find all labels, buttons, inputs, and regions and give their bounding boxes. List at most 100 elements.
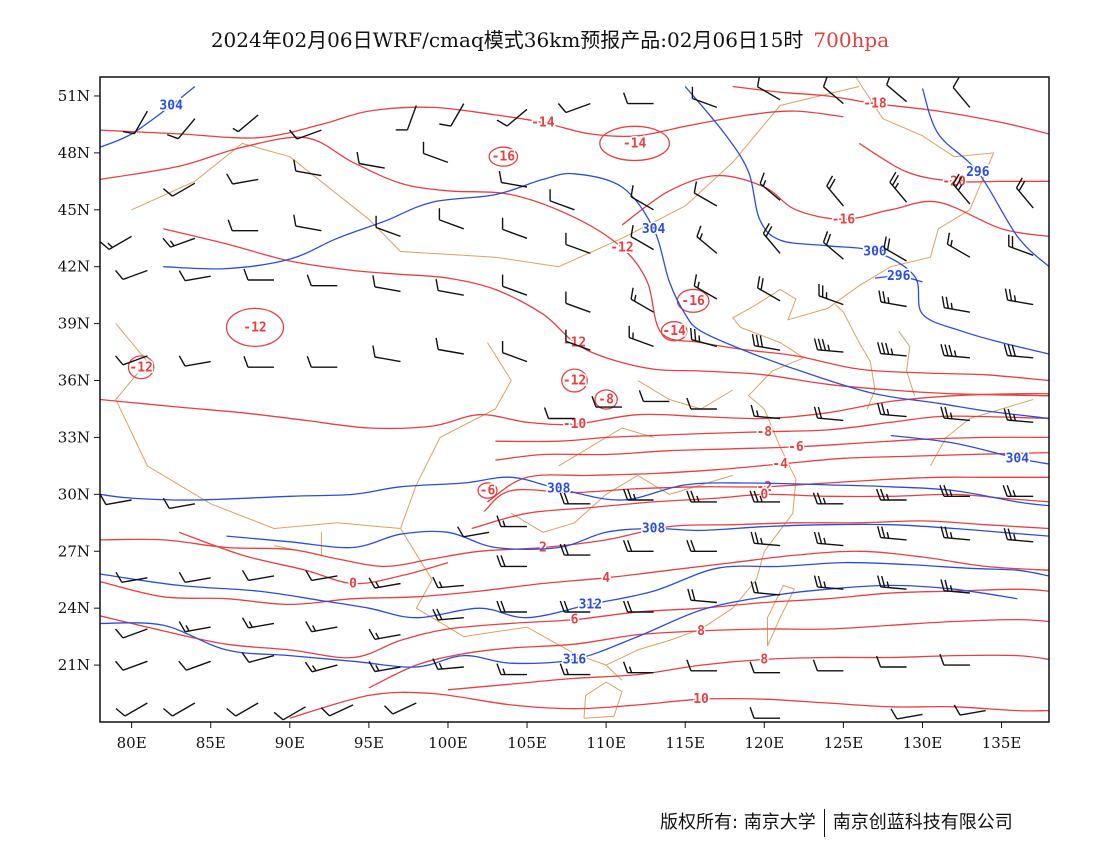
temperature-contour-line <box>100 520 1049 568</box>
wind-barb <box>622 661 654 674</box>
temperature-contour-line <box>471 493 1049 530</box>
wind-barb <box>750 404 781 420</box>
wind-barb <box>565 291 591 313</box>
wind-barb <box>696 225 718 254</box>
height-contour-line <box>100 476 1049 507</box>
temperature-contour-label: -10 <box>563 417 587 432</box>
lat-tick-label: 36N <box>58 372 90 390</box>
wind-barb <box>496 600 527 613</box>
wind-barb <box>122 110 149 135</box>
wind-barb <box>940 406 970 422</box>
temperature-contour-line <box>289 691 1049 719</box>
wind-barb <box>114 269 148 281</box>
lat-tick-label: 33N <box>58 428 90 446</box>
temperature-contour-line <box>178 531 449 585</box>
wind-barb <box>1015 177 1034 209</box>
wind-barb <box>813 531 844 547</box>
lon-tick-label: 110E <box>586 734 626 752</box>
lat-tick-label: 48N <box>58 144 90 162</box>
wind-barb <box>812 492 844 505</box>
lat-tick-label: 51N <box>58 87 90 105</box>
wind-barb <box>886 77 908 103</box>
height-contour-label: 308 <box>642 522 666 537</box>
wind-barb <box>813 406 844 422</box>
temperature-loop <box>599 125 671 162</box>
wind-barb <box>630 224 654 251</box>
wind-barb <box>100 494 132 506</box>
wind-barb <box>162 702 196 717</box>
lon-tick-label: 115E <box>665 734 705 752</box>
wind-barb <box>559 543 591 556</box>
footer-left: 版权所有: 南京大学 <box>660 812 816 833</box>
wind-barb <box>686 490 717 503</box>
wind-barb <box>628 325 654 348</box>
wind-barb <box>306 274 338 287</box>
wind-barb <box>638 390 670 403</box>
wind-barb <box>813 338 844 353</box>
wind-barb <box>372 275 401 293</box>
wind-barb <box>543 407 575 420</box>
temperature-contour-label: 2 <box>539 540 547 555</box>
wind-barb <box>939 653 970 666</box>
temperature-contour-label: 6 <box>571 613 579 628</box>
wind-barb <box>395 105 417 131</box>
footer-credit: 版权所有: 南京大学 南京创蓝科技有限公司 <box>660 808 1013 837</box>
wind-barb <box>114 355 148 366</box>
lon-tick-label: 135E <box>982 734 1022 752</box>
height-contour-label: 300 <box>863 245 887 260</box>
temperature-contour-line <box>100 393 1049 430</box>
height-contour-line <box>163 172 1049 420</box>
temperature-contour-label: -12 <box>610 241 633 256</box>
lon-tick-label: 125E <box>824 734 864 752</box>
lat-tick-label: 42N <box>58 258 90 276</box>
wind-barb <box>178 270 211 282</box>
temperature-contour-line <box>495 436 1049 461</box>
wind-barb <box>890 708 923 720</box>
footer-right: 南京创蓝科技有限公司 <box>832 812 1013 833</box>
height-contour-label: 296 <box>887 269 911 284</box>
lat-tick-label: 24N <box>58 599 90 617</box>
height-contour-label: 308 <box>547 482 571 497</box>
temperature-loop-label: -6 <box>480 484 496 499</box>
temperature-loop <box>127 355 155 380</box>
wind-barb <box>591 395 622 408</box>
wind-barb <box>115 571 148 583</box>
wind-barb <box>1002 485 1034 497</box>
temperature-contour-label: -18 <box>863 97 887 112</box>
wind-barb <box>940 526 970 541</box>
temperature-contour-label: -16 <box>832 212 856 227</box>
wind-barb <box>875 488 907 501</box>
wind-barb <box>889 171 908 203</box>
lat-tick-label: 39N <box>58 315 90 333</box>
temperature-loop-label: -14 <box>623 136 647 151</box>
temperature-contour-label: -4 <box>772 457 788 472</box>
height-contour-label: 296 <box>966 165 990 180</box>
wind-barb <box>953 704 986 716</box>
wind-barbs <box>100 77 1034 721</box>
height-contour-line <box>100 85 196 148</box>
wind-barb <box>883 236 907 262</box>
wind-barb <box>435 337 464 355</box>
wind-barb <box>243 268 274 281</box>
wind-barb <box>501 217 528 239</box>
wind-barb <box>939 485 970 497</box>
wind-barb <box>178 355 211 367</box>
wind-barb <box>384 702 417 715</box>
temperature-contour-line <box>100 106 844 139</box>
wind-barb <box>305 621 338 633</box>
wind-barb <box>501 341 528 363</box>
map-title: 2024年02月06日WRF/cmaq模式36km预报产品:02月06日15时 7… <box>0 24 1100 53</box>
wind-barb <box>749 490 781 503</box>
temperature-contour-line <box>732 85 1049 135</box>
temperature-loop-label: -12 <box>243 320 266 335</box>
wind-barb <box>691 86 718 109</box>
temperature-contour-line <box>447 654 1049 691</box>
wind-barb <box>756 276 781 302</box>
temperature-contour-label: 8 <box>697 624 705 639</box>
wind-barb <box>232 114 259 133</box>
wind-barb <box>241 569 275 582</box>
wind-barb <box>759 172 781 201</box>
wind-barb <box>750 581 781 596</box>
